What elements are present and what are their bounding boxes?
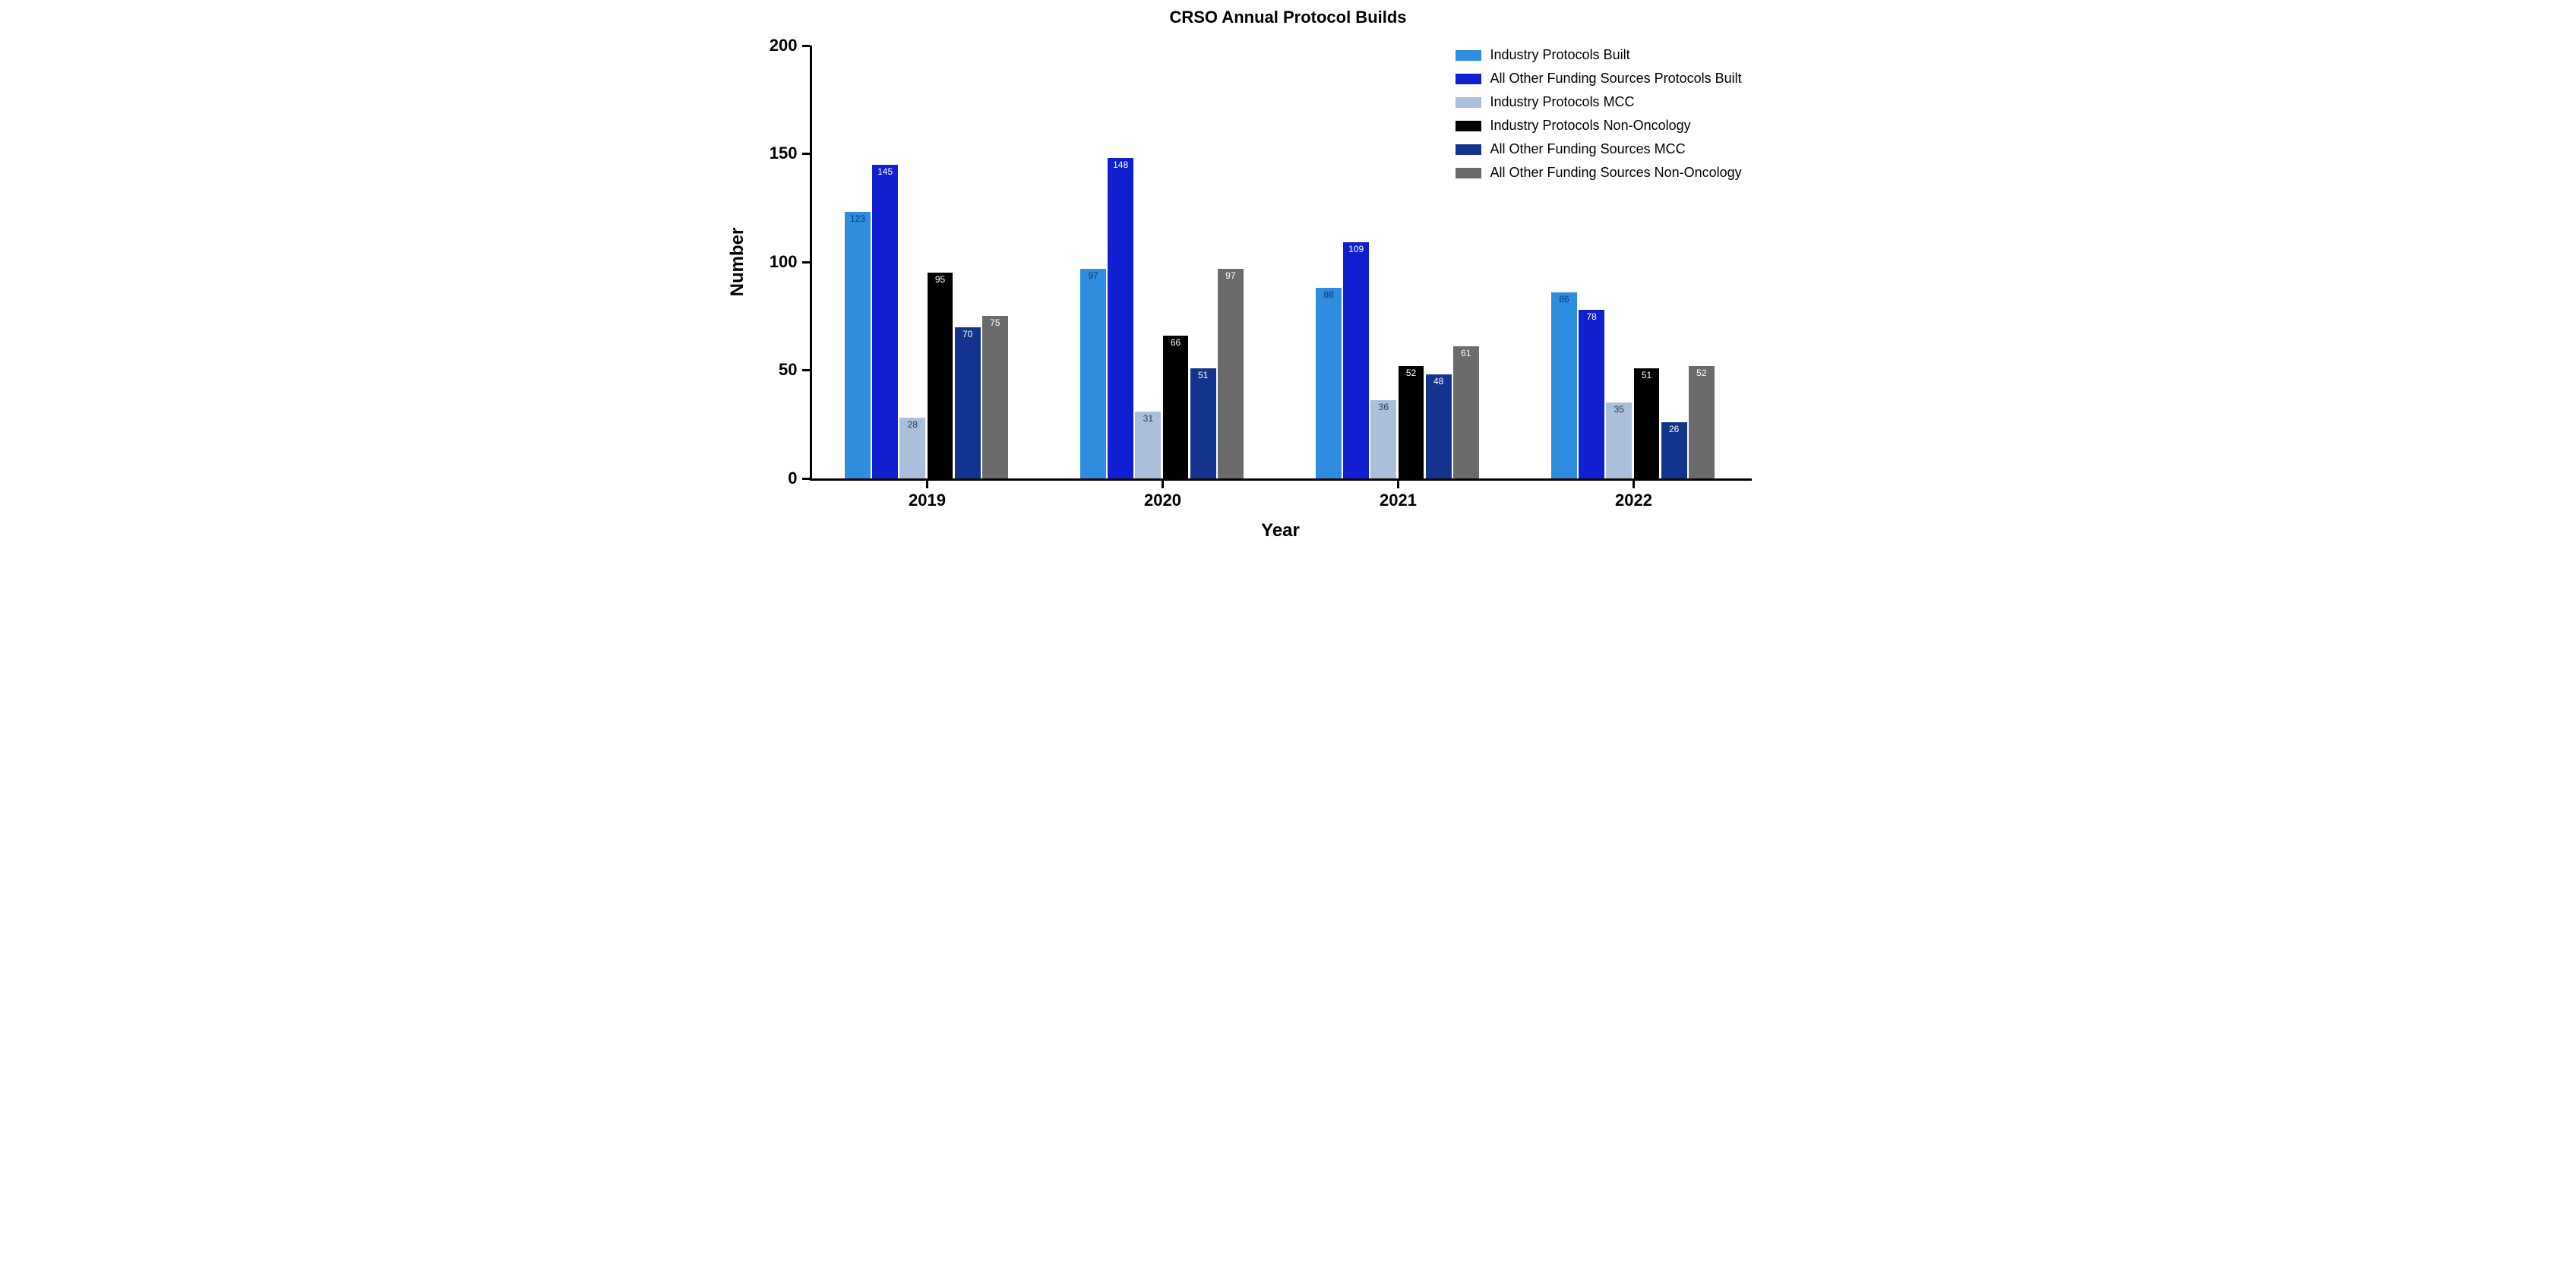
y-tick: [802, 45, 810, 47]
legend-item: All Other Funding Sources Non-Oncology: [1456, 165, 1742, 181]
legend-swatch: [1456, 50, 1481, 61]
x-tick: [926, 481, 928, 488]
x-tick: [1162, 481, 1164, 488]
bar: [1163, 336, 1189, 478]
bar: [1108, 158, 1133, 478]
chart-title: CRSO Annual Protocol Builds: [719, 8, 1858, 27]
y-tick: [802, 261, 810, 264]
legend-item: Industry Protocols MCC: [1456, 94, 1742, 110]
legend-swatch: [1456, 97, 1481, 108]
chart-container: CRSO Annual Protocol Builds 0 50 100 150 200…: [719, 0, 1858, 562]
legend: Industry Protocols Built All Other Fundin…: [1456, 47, 1742, 188]
bar: [1190, 368, 1216, 478]
legend-label: Industry Protocols Built: [1490, 47, 1630, 63]
legend-item: All Other Funding Sources Protocols Buil…: [1456, 71, 1742, 87]
bar: [955, 327, 981, 479]
bar: [1606, 402, 1632, 478]
bar: [1689, 366, 1715, 478]
y-tick-label: 150: [770, 144, 798, 163]
legend-label: All Other Funding Sources Non-Oncology: [1490, 165, 1742, 181]
bar: [845, 212, 871, 478]
legend-item: All Other Funding Sources MCC: [1456, 141, 1742, 157]
x-tick-label: 2019: [909, 491, 946, 510]
y-axis-line: [810, 46, 812, 481]
legend-swatch: [1456, 144, 1481, 155]
bar: [1453, 346, 1479, 478]
legend-label: All Other Funding Sources Protocols Buil…: [1490, 71, 1742, 87]
bar: [1080, 269, 1106, 478]
bar: [1579, 310, 1604, 478]
bar: [1634, 368, 1660, 478]
legend-label: Industry Protocols MCC: [1490, 94, 1635, 110]
y-tick-label: 50: [779, 360, 797, 380]
y-tick-label: 200: [770, 36, 798, 55]
x-axis-label: Year: [1261, 520, 1300, 541]
bar: [1218, 269, 1244, 478]
y-axis-label: Number: [727, 228, 748, 297]
bar: [1343, 242, 1369, 478]
y-tick-label: 100: [770, 252, 798, 272]
bar: [1135, 412, 1161, 478]
legend-swatch: [1456, 74, 1481, 84]
y-tick: [802, 369, 810, 371]
legend-item: Industry Protocols Non-Oncology: [1456, 118, 1742, 134]
bar: [1399, 366, 1424, 478]
legend-label: All Other Funding Sources MCC: [1490, 141, 1686, 157]
legend-swatch: [1456, 121, 1481, 131]
bar: [1551, 292, 1577, 478]
bar: [1661, 422, 1687, 478]
x-tick-label: 2022: [1615, 491, 1652, 510]
x-tick-label: 2021: [1380, 491, 1417, 510]
bar: [1370, 400, 1396, 478]
x-axis-line: [810, 478, 1752, 481]
bar: [1426, 374, 1452, 478]
x-tick-label: 2020: [1144, 491, 1181, 510]
legend-label: Industry Protocols Non-Oncology: [1490, 118, 1691, 134]
bar: [928, 273, 953, 478]
bar: [982, 316, 1008, 478]
legend-item: Industry Protocols Built: [1456, 47, 1742, 63]
bar: [899, 418, 925, 478]
y-tick: [802, 478, 810, 480]
x-tick: [1633, 481, 1635, 488]
y-tick: [802, 153, 810, 155]
bar: [1316, 288, 1342, 478]
legend-swatch: [1456, 168, 1481, 178]
y-tick-label: 0: [788, 469, 797, 488]
bar: [872, 165, 898, 478]
x-tick: [1397, 481, 1399, 488]
